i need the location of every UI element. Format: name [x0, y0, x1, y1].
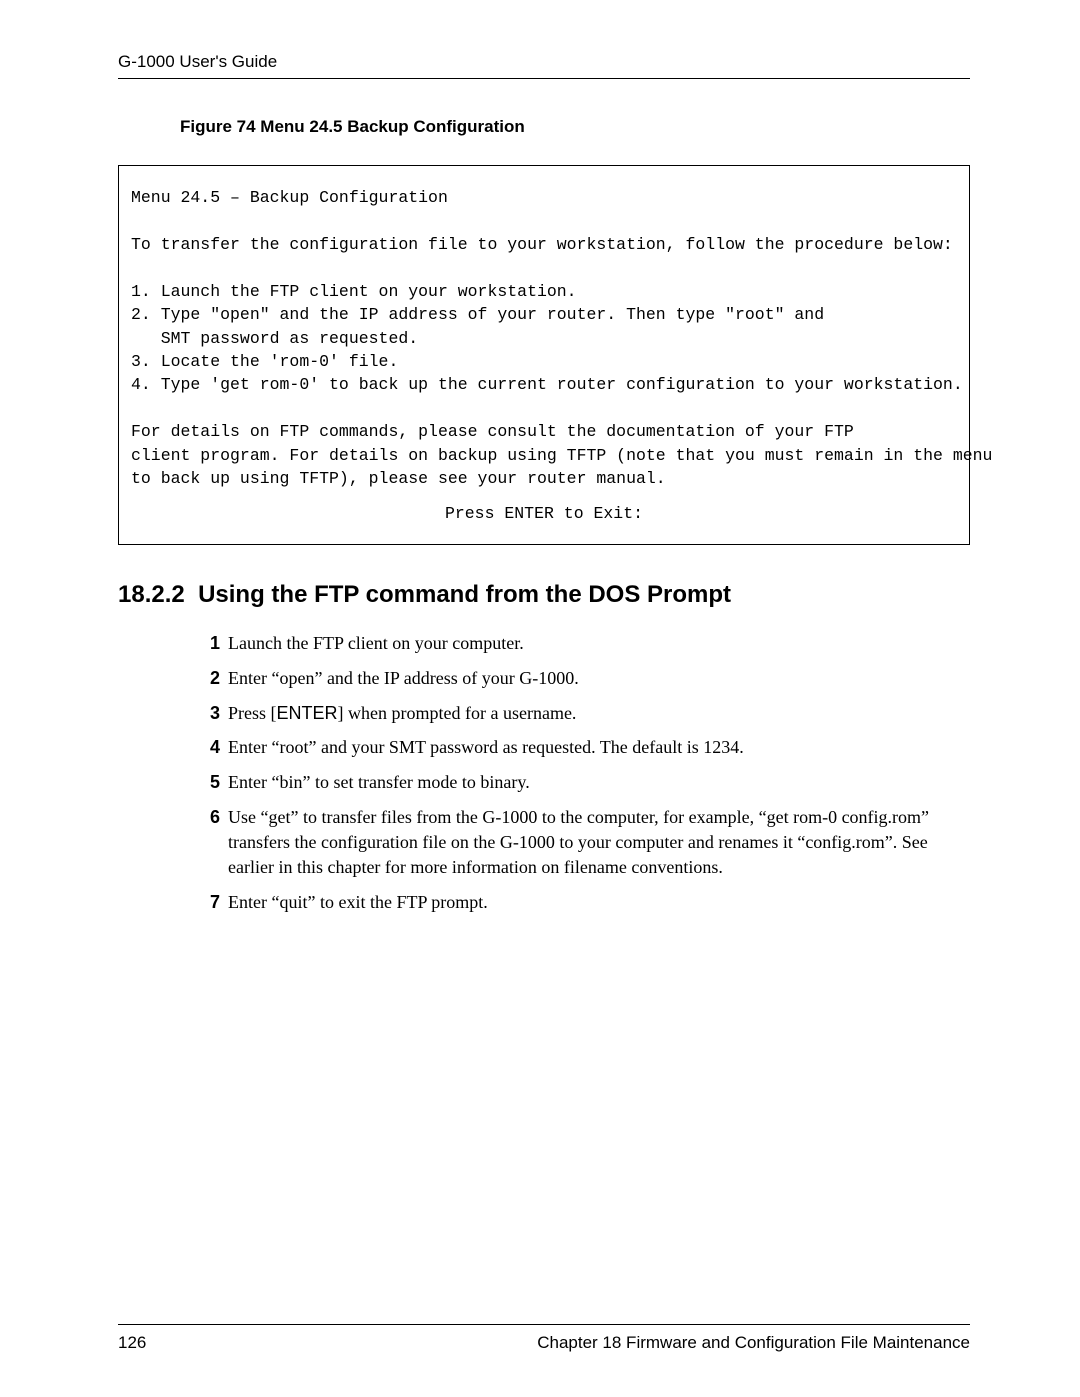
step-item: 4 Enter “root” and your SMT password as …: [200, 735, 960, 760]
step-text: Launch the FTP client on your computer.: [228, 631, 960, 656]
step-text: Use “get” to transfer files from the G-1…: [228, 805, 960, 879]
step-text: Enter “quit” to exit the FTP prompt.: [228, 890, 960, 915]
step-number: 3: [200, 701, 220, 726]
section-number: 18.2.2: [118, 581, 185, 608]
page-number: 126: [118, 1333, 146, 1353]
step-text: Enter “root” and your SMT password as re…: [228, 735, 960, 760]
terminal-detail-3: to back up using TFTP), please see your …: [131, 469, 666, 488]
terminal-intro: To transfer the configuration file to yo…: [131, 235, 953, 254]
step-item: 6 Use “get” to transfer files from the G…: [200, 805, 960, 879]
step-item: 1 Launch the FTP client on your computer…: [200, 631, 960, 656]
chapter-label: Chapter 18 Firmware and Configuration Fi…: [537, 1333, 970, 1353]
step-number: 6: [200, 805, 220, 879]
terminal-detail-1: For details on FTP commands, please cons…: [131, 422, 854, 441]
terminal-step-2b: SMT password as requested.: [131, 329, 418, 348]
step-number: 7: [200, 890, 220, 915]
guide-title: G-1000 User's Guide: [118, 52, 277, 71]
page-footer: 126 Chapter 18 Firmware and Configuratio…: [118, 1324, 970, 1353]
figure-caption: Figure 74 Menu 24.5 Backup Configuration: [180, 117, 970, 137]
terminal-step-4: 4. Type 'get rom-0' to back up the curre…: [131, 375, 963, 394]
document-page: G-1000 User's Guide Figure 74 Menu 24.5 …: [0, 0, 1080, 1397]
step-list: 1 Launch the FTP client on your computer…: [200, 631, 960, 914]
step-number: 2: [200, 666, 220, 691]
enter-key-label: ENTER: [277, 703, 338, 723]
step-number: 1: [200, 631, 220, 656]
step-number: 4: [200, 735, 220, 760]
terminal-title: Menu 24.5 – Backup Configuration: [131, 188, 448, 207]
terminal-step-3: 3. Locate the 'rom-0' file.: [131, 352, 398, 371]
terminal-press-enter: Press ENTER to Exit:: [131, 502, 957, 525]
step-text-pre: Press [: [228, 703, 277, 723]
step-text-post: ] when prompted for a username.: [338, 703, 577, 723]
terminal-output-box: Menu 24.5 – Backup Configuration To tran…: [118, 165, 970, 545]
terminal-step-1: 1. Launch the FTP client on your worksta…: [131, 282, 577, 301]
step-number: 5: [200, 770, 220, 795]
section-title: Using the FTP command from the DOS Promp…: [198, 581, 731, 608]
terminal-detail-2: client program. For details on backup us…: [131, 446, 992, 465]
page-header: G-1000 User's Guide: [118, 52, 970, 79]
section-heading: 18.2.2 Using the FTP command from the DO…: [118, 581, 970, 609]
step-text: Press [ENTER] when prompted for a userna…: [228, 701, 960, 726]
step-text: Enter “bin” to set transfer mode to bina…: [228, 770, 960, 795]
step-text: Enter “open” and the IP address of your …: [228, 666, 960, 691]
terminal-step-2a: 2. Type "open" and the IP address of you…: [131, 305, 824, 324]
step-item: 5 Enter “bin” to set transfer mode to bi…: [200, 770, 960, 795]
step-item: 3 Press [ENTER] when prompted for a user…: [200, 701, 960, 726]
step-item: 7 Enter “quit” to exit the FTP prompt.: [200, 890, 960, 915]
step-item: 2 Enter “open” and the IP address of you…: [200, 666, 960, 691]
